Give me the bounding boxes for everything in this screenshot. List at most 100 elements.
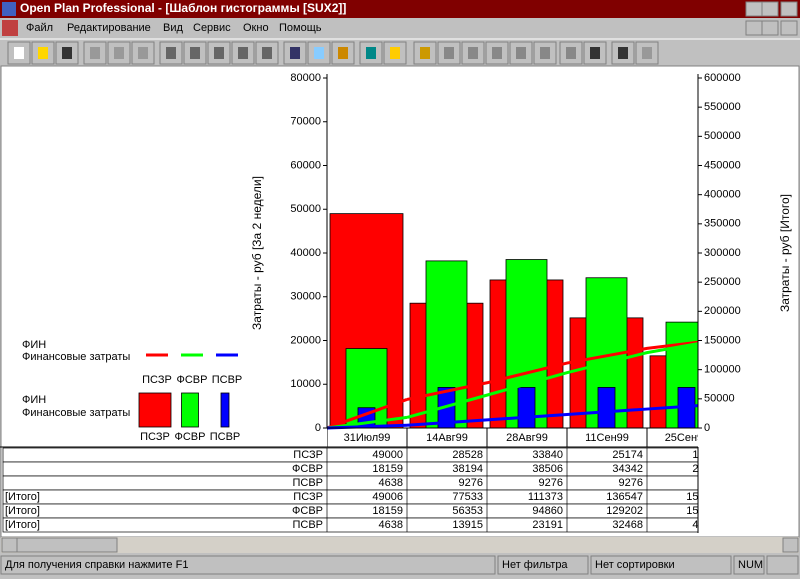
row-total-label: [Итого] xyxy=(5,491,40,503)
table-cell: 28528 xyxy=(452,449,483,461)
line xyxy=(406,340,698,401)
toolbar-icon xyxy=(138,47,148,59)
toolbar-icon xyxy=(90,47,100,59)
menu-item[interactable]: Помощь xyxy=(279,22,322,34)
toolbar-icon xyxy=(166,47,176,59)
status-text: Для получения справки нажмите F1 xyxy=(5,559,188,571)
menu-item[interactable]: Редактирование xyxy=(67,22,151,34)
toolbar-icon xyxy=(444,47,454,59)
y2-axis-label: Затраты - руб [Итого] xyxy=(778,194,792,312)
table-cell: 32468 xyxy=(612,519,643,531)
window-controls[interactable] xyxy=(745,1,798,36)
toolbar-icon xyxy=(618,47,628,59)
legend-label: ПСЗР xyxy=(142,374,172,386)
toolbar-icon xyxy=(390,47,400,59)
data-table: ПСЗР 49000 28528 33840 25174 16500 ФСВР 18159 38… xyxy=(2,447,723,533)
toolbar-icon xyxy=(38,47,48,59)
status-text: Нет фильтра xyxy=(502,559,568,571)
x-tick-label: 31Июл99 xyxy=(344,432,391,444)
table-cell: 13915 xyxy=(452,519,483,531)
toolbar-icon xyxy=(566,47,576,59)
toolbar-icon xyxy=(14,47,24,59)
bar xyxy=(425,260,468,429)
table-cell: 33840 xyxy=(532,449,563,461)
toolbar-icon xyxy=(190,47,200,59)
y2-tick-label: 500000 xyxy=(704,130,741,142)
toolbar-icon xyxy=(642,47,652,59)
close[interactable] xyxy=(780,1,798,17)
y2-tick-label: 50000 xyxy=(704,393,735,405)
toolbar-icon xyxy=(238,47,248,59)
y2-tick-label: 400000 xyxy=(704,189,741,201)
legend-swatch xyxy=(220,392,230,428)
x-tick-label: 14Авг99 xyxy=(426,432,468,444)
x-tick-label: 25Сен99 xyxy=(665,432,710,444)
status-bar: Для получения справки нажмите F1 Нет филь… xyxy=(0,555,799,575)
chart: 0 10000 20000 30000 40000 50000 60000 70000 8000… xyxy=(0,72,792,448)
minimize[interactable] xyxy=(745,1,763,17)
y2-tick-label: 100000 xyxy=(704,364,741,376)
line-lead xyxy=(327,398,408,430)
table-cell: 56353 xyxy=(452,505,483,517)
scroll-thumb[interactable] xyxy=(16,537,118,553)
toolbar-icon xyxy=(590,47,600,59)
scroll-right[interactable] xyxy=(782,537,799,553)
y-tick-label: 70000 xyxy=(290,116,321,128)
y2-tick-label: 600000 xyxy=(704,72,741,84)
menu-item[interactable]: Файл xyxy=(26,22,53,34)
table-cell: 49000 xyxy=(372,449,403,461)
x-tick-label: 11Сен99 xyxy=(585,432,629,444)
menu-item[interactable]: Окно xyxy=(243,22,269,34)
toolbar-icon xyxy=(214,47,224,59)
row-total-label: [Итого] xyxy=(5,505,40,517)
doc-close[interactable] xyxy=(780,20,798,36)
y2-tick-label: 250000 xyxy=(704,276,741,288)
table-cell: 38506 xyxy=(532,463,563,475)
table-cell: 25174 xyxy=(612,449,643,461)
toolbar-icon xyxy=(290,47,300,59)
doc-maximize[interactable] xyxy=(761,20,779,36)
toolbar-icon xyxy=(540,47,550,59)
table-cell: 136547 xyxy=(606,491,643,503)
table-cell: 23191 xyxy=(532,519,563,531)
toolbar-icon xyxy=(262,47,272,59)
y-tick-label: 0 xyxy=(315,422,321,434)
row-total-label: [Итого] xyxy=(5,519,40,531)
row-label: ФСВР xyxy=(292,463,323,475)
legend-swatch xyxy=(181,392,199,428)
scroll-left[interactable] xyxy=(1,537,18,553)
row-label: ПСЗР xyxy=(293,491,323,503)
status-pane xyxy=(590,555,732,575)
y2-tick-label: 450000 xyxy=(704,159,741,171)
table-cell: 153402 xyxy=(686,505,723,517)
legend-subtitle: Финансовые затраты xyxy=(22,407,130,419)
y2-tick-label: 350000 xyxy=(704,218,741,230)
legend-swatch xyxy=(138,392,172,428)
bar xyxy=(597,387,616,429)
legend-subtitle: Финансовые затраты xyxy=(22,351,130,363)
table-cell: 49006 xyxy=(372,491,403,503)
table-cell: 38194 xyxy=(452,463,483,475)
toolbar-icon xyxy=(338,47,348,59)
menu-item[interactable]: Сервис xyxy=(193,22,231,34)
table-cell: 4638 xyxy=(379,477,403,489)
row-label: ПСЗР xyxy=(293,449,323,461)
y-tick-label: 20000 xyxy=(290,334,321,346)
menu-item[interactable]: Вид xyxy=(163,22,183,34)
y2-tick-label: 300000 xyxy=(704,247,741,259)
app-icon xyxy=(2,2,16,16)
status-pane xyxy=(497,555,589,575)
y-tick-label: 30000 xyxy=(290,291,321,303)
y-tick-label: 50000 xyxy=(290,203,321,215)
toolbar-icon xyxy=(420,47,430,59)
table-cell: 9276 xyxy=(459,477,483,489)
x-labels: 31Июл99 14Авг99 28Авг99 11Сен99 25Сен99 xyxy=(327,428,710,447)
legend-group: ФИН xyxy=(22,394,46,406)
table-cell: 94860 xyxy=(532,505,563,517)
h-scrollbar[interactable] xyxy=(1,537,799,553)
doc-minimize[interactable] xyxy=(745,20,763,36)
maximize[interactable] xyxy=(761,1,779,17)
table-cells: ПСЗР 49000 28528 33840 25174 16500 ФСВР 18159 38… xyxy=(2,447,723,533)
y2-tick-label: 550000 xyxy=(704,101,741,113)
